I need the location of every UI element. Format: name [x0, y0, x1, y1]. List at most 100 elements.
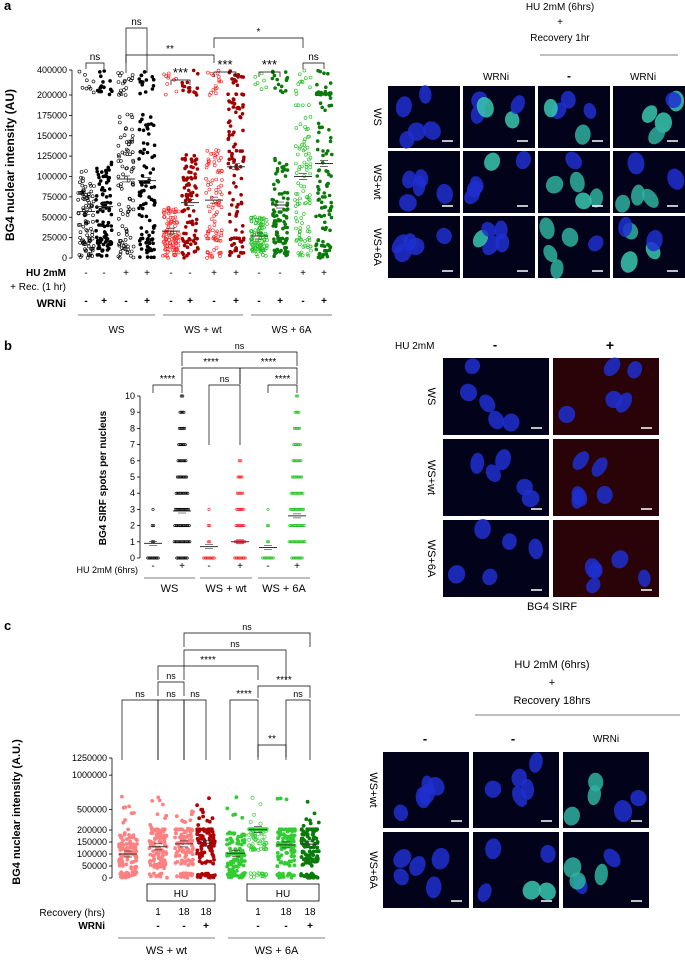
y-tick-label: 8 [130, 423, 135, 433]
recovery-value: 18 [178, 907, 190, 918]
data-point [122, 832, 127, 837]
data-point [262, 835, 267, 839]
data-point [240, 230, 244, 234]
data-point [303, 874, 308, 879]
data-point [271, 198, 276, 202]
data-point [138, 242, 143, 247]
nucleus [561, 227, 579, 247]
y-tick-label: 25000 [42, 233, 67, 243]
data-point [160, 859, 165, 864]
panel-c-header-plus: + [549, 677, 555, 689]
y-tick-label: 100000 [37, 172, 67, 182]
data-point [251, 848, 256, 852]
data-point [292, 863, 297, 868]
wrni-sign: - [124, 296, 127, 307]
data-point [191, 846, 195, 851]
data-point [301, 245, 306, 249]
data-point [299, 855, 304, 859]
data-point [284, 797, 289, 802]
data-point [117, 217, 121, 221]
data-point [124, 837, 129, 842]
data-point [296, 410, 300, 414]
data-point [161, 233, 166, 237]
significance-bracket [85, 62, 105, 69]
data-point [116, 143, 121, 148]
data-point [125, 857, 130, 862]
data-point [124, 870, 129, 875]
nucleus [479, 394, 496, 413]
data-point [314, 859, 319, 864]
data-point [262, 845, 266, 849]
data-point [239, 859, 244, 864]
wrni-sign: + [321, 296, 327, 307]
nucleus [603, 357, 621, 377]
data-point [135, 838, 139, 843]
data-point [317, 125, 322, 129]
data-point [152, 247, 156, 252]
nucleus [407, 122, 426, 141]
data-point [259, 872, 264, 877]
data-point [325, 71, 330, 76]
data-point [317, 168, 322, 172]
nucleus [620, 251, 638, 273]
data-point [219, 183, 223, 188]
data-point [193, 228, 198, 233]
data-point [137, 77, 142, 81]
data-point [227, 871, 232, 876]
chart-c: 0 50000 100000 150000 200000 500000 1000000 125… [11, 622, 325, 957]
data-point [187, 540, 191, 544]
data-point [185, 245, 190, 249]
data-point [191, 239, 196, 243]
data-point [116, 254, 121, 259]
data-point [127, 196, 132, 201]
data-point [205, 256, 209, 260]
data-point [296, 394, 300, 398]
data-point [322, 244, 327, 249]
significance-bracket [157, 665, 259, 680]
nucleus [522, 880, 541, 900]
significance-bracket [267, 384, 298, 393]
data-point [322, 71, 326, 75]
data-point [212, 214, 216, 218]
data-point [78, 240, 82, 245]
data-point [301, 524, 305, 528]
data-point [279, 192, 284, 196]
wrni-sign: + [203, 921, 209, 932]
data-point [122, 133, 127, 137]
data-point [308, 821, 313, 826]
panel-a-row-label-ws6a: WS+6A [371, 228, 383, 266]
data-point [190, 872, 195, 877]
data-point [166, 255, 170, 260]
data-point [176, 239, 181, 243]
data-point [181, 410, 185, 414]
data-point [139, 247, 144, 251]
data-point [214, 177, 218, 182]
significance-label: ns [230, 639, 240, 649]
data-point [231, 197, 235, 202]
recovery-value: 18 [280, 907, 292, 918]
data-point [296, 103, 301, 107]
data-point [184, 153, 189, 157]
data-point [116, 183, 121, 188]
data-point [261, 222, 265, 227]
data-point [324, 151, 329, 156]
data-point [150, 827, 154, 832]
panel-c-letter: c [4, 618, 11, 633]
data-point [91, 79, 96, 84]
data-point [116, 232, 121, 236]
data-point [182, 443, 186, 447]
nucleus [638, 569, 651, 587]
data-point [258, 802, 263, 807]
data-point [165, 247, 170, 251]
data-point [219, 155, 223, 160]
data-point [176, 250, 181, 255]
data-point [164, 850, 168, 855]
data-point [137, 127, 142, 132]
data-point [238, 115, 243, 120]
data-point [83, 219, 88, 223]
nucleus [399, 194, 417, 212]
data-point [207, 209, 212, 214]
nucleus [587, 784, 602, 806]
data-point [214, 91, 218, 96]
data-point [305, 799, 310, 804]
